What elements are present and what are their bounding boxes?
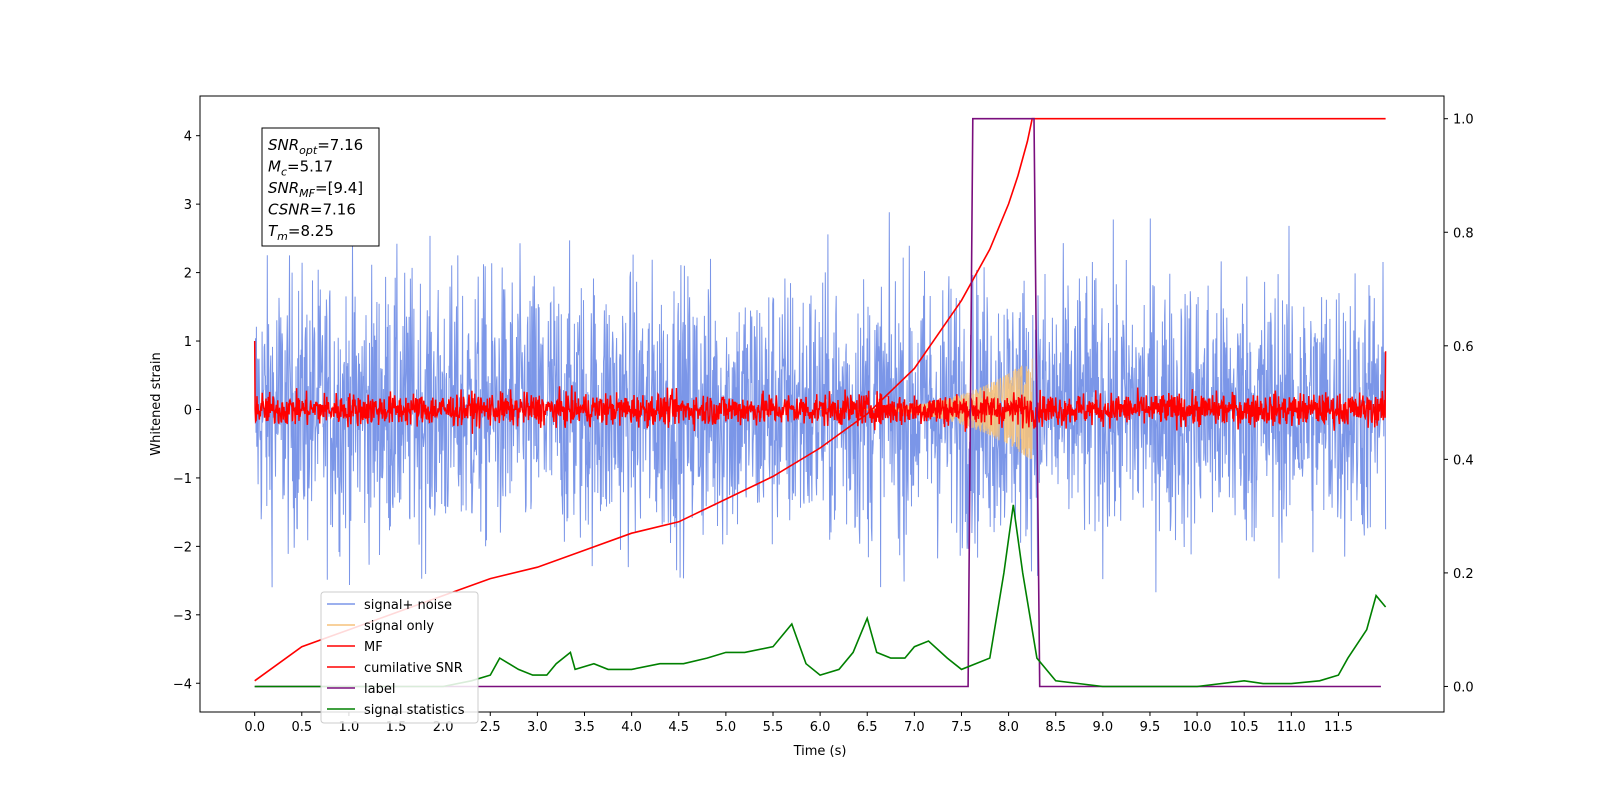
annotation-frame: [261, 127, 380, 247]
x-tick-label: 9.5: [1140, 720, 1161, 735]
x-tick-label: 1.5: [386, 720, 407, 735]
y-tick-label-right: 0.4: [1453, 453, 1474, 468]
x-tick-label: 6.5: [857, 720, 878, 735]
annotation-line: SNRopt=7.16: [268, 136, 363, 157]
x-tick-label: 5.0: [716, 720, 737, 735]
annotation-line: CSNR=7.16: [268, 201, 356, 219]
y-tick-label-left: 1: [184, 335, 192, 350]
y-tick-label-left: 3: [184, 198, 192, 213]
x-tick-label: 5.5: [763, 720, 784, 735]
x-tick-label: 4.5: [668, 720, 689, 735]
legend-label: signal+ noise: [364, 598, 452, 613]
y-tick-label-left: 2: [184, 267, 192, 282]
x-tick-label: 9.0: [1092, 720, 1113, 735]
x-tick-label: 0.0: [244, 720, 265, 735]
y-tick-label-left: −4: [173, 677, 192, 692]
legend-label: signal only: [364, 619, 434, 634]
series-signal-noise: [254, 212, 1387, 593]
y-axis-title: Whitened strain: [149, 352, 164, 455]
y-tick-label-right: 0.2: [1453, 567, 1474, 582]
annotation-line: Mc=5.17: [268, 158, 333, 179]
y-axis-right: 1.0 0.8 0.6 0.4 0.2 0.0: [1444, 113, 1474, 695]
x-tick-label: 10.0: [1183, 720, 1212, 735]
legend-label: MF: [364, 640, 383, 655]
x-tick-label: 3.5: [574, 720, 595, 735]
x-tick-label: 6.0: [810, 720, 831, 735]
x-axis: 0.0 0.5 1.0 1.5 2.0 2.5 3.0 3.5 4.0 4.5 5.0 5.5 6.0 6…: [244, 712, 1353, 735]
x-tick-label: 8.5: [1045, 720, 1066, 735]
x-axis-title: Time (s): [793, 744, 847, 759]
x-tick-label: 2.5: [480, 720, 501, 735]
plot-frame: [199, 95, 1445, 713]
y-axis-left: 4 3 2 1 0 −1 −2 −3 −4: [173, 130, 200, 692]
y-tick-label-left: 4: [184, 130, 192, 145]
y-tick-label-left: −2: [173, 540, 192, 555]
x-tick-label: 11.5: [1324, 720, 1353, 735]
x-tick-label: 0.5: [291, 720, 312, 735]
y-tick-label-right: 0.8: [1453, 226, 1474, 241]
x-tick-label: 1.0: [339, 720, 360, 735]
y-tick-label-left: −1: [173, 472, 192, 487]
y-tick-label-left: 0: [184, 403, 192, 418]
x-tick-label: 8.0: [998, 720, 1019, 735]
legend: signal+ noise signal only MF cumilative SNR…: [320, 591, 479, 724]
x-tick-label: 10.5: [1230, 720, 1259, 735]
legend-label: label: [364, 682, 395, 697]
x-tick-label: 2.0: [433, 720, 454, 735]
y-tick-label-right: 0.0: [1453, 680, 1474, 695]
legend-frame: [320, 591, 479, 724]
annotation-line: Tm=8.25: [268, 222, 334, 243]
y-tick-label-right: 0.6: [1453, 340, 1474, 355]
series-signal-statistics: [254, 504, 1387, 688]
x-tick-label: 4.0: [621, 720, 642, 735]
x-tick-label: 3.0: [527, 720, 548, 735]
series-mf: [253, 340, 1387, 434]
legend-label: cumilative SNR: [364, 661, 463, 676]
annotation-line: SNRMF=[9.4]: [268, 179, 363, 200]
y-tick-label-left: −3: [173, 609, 192, 624]
y-tick-label-right: 1.0: [1453, 113, 1474, 128]
legend-label: signal statistics: [364, 703, 465, 718]
x-tick-label: 7.5: [951, 720, 972, 735]
x-tick-label: 7.0: [904, 720, 925, 735]
x-tick-label: 11.0: [1277, 720, 1306, 735]
